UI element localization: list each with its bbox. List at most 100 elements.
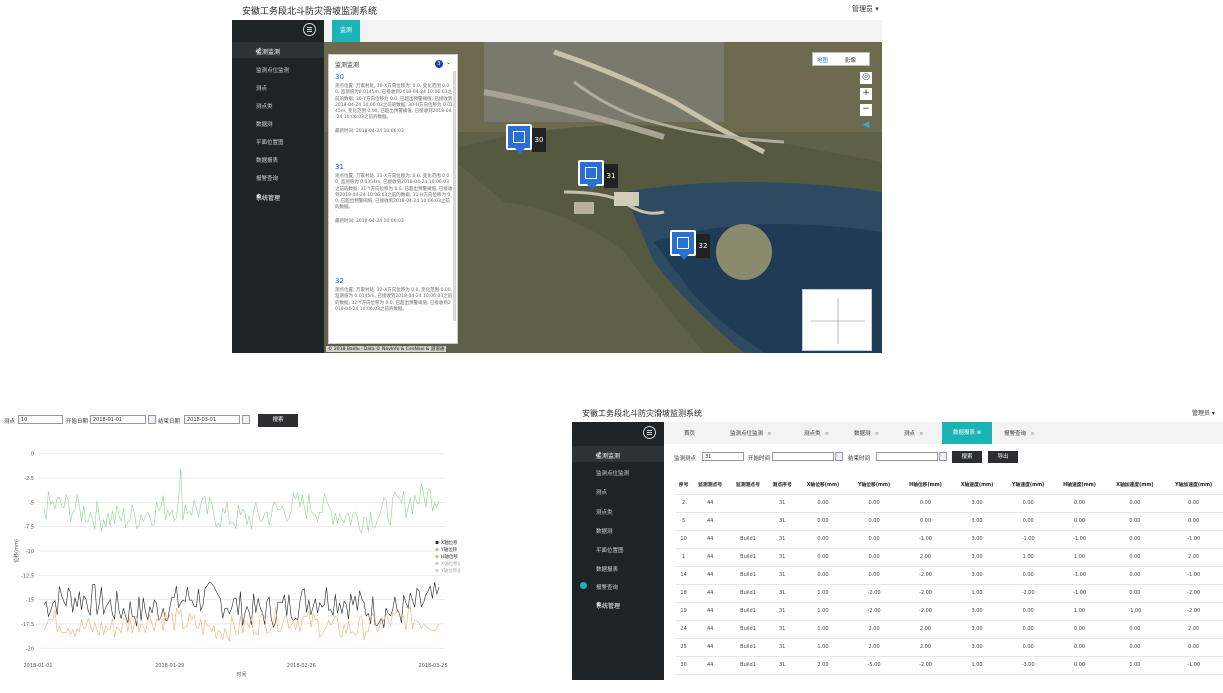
table-row[interactable]: 18 44 Build1 31 1.00 -2.00 -2.00 1.00 -2.00 -1.00… (676, 584, 1223, 603)
calendar-icon[interactable] (939, 452, 947, 461)
sidebar-item-points[interactable]: 测点 (596, 490, 608, 496)
table-row[interactable]: 19 44 Build1 31 1.00 -2.00 -2.00 3.00 0.00 1.00 -1… (676, 602, 1223, 621)
sidebar-item-alarms[interactable]: 报警查询 (256, 176, 279, 182)
report-filter-bar: 监测测点 31 开始时间 结束时间 搜索 导出 (664, 446, 1223, 466)
tab-monitor[interactable]: 监测 (332, 20, 360, 42)
speaker-icon[interactable]: ◀ (862, 120, 870, 130)
table-row[interactable]: 14 44 Build1 31 0.00 0.00 -2.00 3.00 0.00 -1.00 0.… (676, 566, 1223, 585)
user-menu[interactable]: 管理员 ▾ (852, 5, 879, 13)
sidebar-item-points[interactable]: 测点 (256, 86, 268, 92)
table-cell: Build1 (729, 602, 767, 621)
tab-data[interactable]: 数据测 × (854, 431, 880, 437)
report-table: 序号 监测测点号 监测测点号 测点序号 X轴位移(mm) Y轴位移(mm) H轴位移(mm)… (676, 476, 1223, 675)
chevron-down-icon[interactable]: ⌄ (445, 59, 451, 66)
point-label: 测点 (4, 419, 16, 425)
globe-icon[interactable]: ◎ (860, 72, 872, 84)
close-icon: × (824, 431, 830, 437)
table-cell: 14 (676, 566, 692, 585)
popup-section-31: 31 测点位置: 万家村处, 31-X方向位移为: 0.0, 变化范围 0.00… (335, 163, 453, 224)
monitor-point-marker-32[interactable] (670, 230, 696, 260)
menu-toggle-icon[interactable] (643, 426, 656, 439)
column-header: X轴加速度(mm) (1105, 476, 1165, 495)
sidebar-item-plan-view[interactable]: 平面位置图 (256, 140, 284, 146)
zoom-out-icon[interactable]: − (860, 104, 872, 116)
table-cell: 1.00 (1053, 548, 1106, 567)
monitor-point-marker-30[interactable] (506, 124, 532, 154)
search-button[interactable]: 搜索 (952, 451, 982, 463)
legend-marker (435, 547, 439, 552)
table-cell: 0.00 (1002, 512, 1054, 531)
point-select[interactable]: 31 (702, 452, 744, 461)
chevron-right-icon: › (596, 601, 599, 608)
column-header: X轴位移(mm) (797, 476, 849, 495)
legend-marker (435, 561, 439, 566)
table-row[interactable]: 25 44 Build1 31 1.00 2.00 2.00 3.00 0.00 0.00 0.00… (676, 638, 1223, 657)
monitor-point-marker-31[interactable] (578, 160, 604, 190)
search-button[interactable]: 搜索 (258, 414, 298, 427)
table-cell: 0.00 (1053, 512, 1106, 531)
end-date-input[interactable]: 2018-03-01 (184, 415, 240, 424)
sidebar-group-system[interactable]: ⚙ 系统管理 › (232, 188, 324, 204)
sidebar-item-point-types[interactable]: 测点类 (256, 104, 273, 110)
sidebar-item-point-monitoring[interactable]: 监测点位监测 (256, 68, 290, 74)
calendar-icon[interactable] (242, 415, 250, 424)
tab-point-types[interactable]: 测点类 × (804, 431, 830, 437)
sidebar-group-monitoring[interactable]: ⤢ 监测监测 ⌄ (232, 42, 324, 58)
expand-icon: ⤢ (596, 451, 601, 458)
sidebar-group-system[interactable]: ⚙ 系统管理 › (572, 596, 664, 612)
sidebar-item-alarms[interactable]: 报警查询 (596, 585, 619, 591)
sidebar-item-point-monitoring[interactable]: 监测点位监测 (596, 471, 630, 477)
tab-alarms[interactable]: 报警查询 × (1004, 431, 1035, 437)
calendar-icon[interactable] (148, 415, 156, 424)
table-cell: -1.00 (1164, 656, 1223, 675)
table-cell: -3.00 (1002, 656, 1054, 675)
sidebar-item-point-types[interactable]: 测点类 (596, 510, 613, 516)
table-row[interactable]: 30 44 Build1 31 2.00 -5.00 -2.00 1.00 -3.00 0.00 1… (676, 656, 1223, 675)
user-menu[interactable]: 管理员 ▾ (1192, 410, 1215, 417)
tab-home[interactable]: 首页 (684, 431, 696, 437)
y-tick-label: -10 (26, 549, 34, 555)
sidebar-item-reports[interactable]: 数据报表 (596, 567, 619, 573)
table-cell: 0.00 (1164, 512, 1223, 531)
sidebar-group-monitoring[interactable]: ⤢ 监测监测 ⌄ (572, 446, 664, 462)
tab-reports[interactable]: 数据报表 ⊗ (942, 422, 992, 444)
column-header: Y轴位移(mm) (848, 476, 900, 495)
table-cell: 0.00 (848, 548, 900, 567)
table-cell: -1.00 (1053, 530, 1106, 549)
table-row[interactable]: 24 44 Build1 31 1.00 2.00 2.00 3.00 0.00 0.00 0.00… (676, 620, 1223, 639)
table-row[interactable]: 1 44 Build1 31 0.00 0.00 2.00 3.00 1.00 1.00 0.00 2… (676, 548, 1223, 567)
start-date-input[interactable]: 2018-01-01 (90, 415, 146, 424)
table-cell: 1.00 (797, 584, 849, 603)
point-select[interactable]: 10 (18, 415, 63, 424)
table-cell: 10 (676, 530, 692, 549)
tab-point-monitoring[interactable]: 监测点位监测 × (730, 431, 772, 437)
map-type-map-button[interactable]: 地图 (817, 58, 829, 64)
sidebar-item-reports[interactable]: 数据报表 (256, 158, 279, 164)
satellite-map[interactable]: 30 31 32 监测监测 3 ⌄ 30 测点位置: 万家村处, 30-X方向位… (324, 42, 882, 353)
table-cell: 0.00 (1002, 620, 1054, 639)
popup-scrollbar[interactable] (453, 71, 456, 321)
start-time-input[interactable] (772, 452, 834, 461)
end-time-input[interactable] (876, 452, 938, 461)
export-button[interactable]: 导出 (988, 451, 1018, 463)
zoom-in-icon[interactable]: + (860, 88, 872, 100)
table-cell: -2.00 (899, 602, 952, 621)
sidebar-item-data[interactable]: 数据测 (596, 529, 613, 535)
table-cell: 2.00 (848, 620, 900, 639)
tab-points[interactable]: 测点 × (904, 431, 924, 437)
table-cell: 44 (691, 620, 730, 639)
x-axis-label: 时间 (236, 671, 246, 678)
map-type-satellite-button[interactable]: 影像 (845, 58, 857, 64)
table-row[interactable]: 5 44 31 0.00 0.00 0.00 3.00 0.00 0.00 0.00 0.00 (676, 512, 1223, 531)
y-tick-label: -15 (26, 598, 34, 604)
table-row[interactable]: 2 44 31 0.00 0.00 0.00 3.00 0.00 0.00 0.00 0.00 (676, 494, 1223, 513)
overview-minimap[interactable] (802, 289, 872, 351)
table-cell: 3.00 (951, 602, 1003, 621)
table-cell: 0.00 (797, 548, 849, 567)
sidebar-item-plan-view[interactable]: 平面位置图 (596, 548, 624, 554)
menu-toggle-icon[interactable] (303, 23, 316, 36)
calendar-icon[interactable] (835, 452, 843, 461)
sidebar-item-data[interactable]: 数据测 (256, 122, 273, 128)
table-row[interactable]: 10 44 Build1 31 0.00 0.00 -1.00 3.00 -1.00 -1.00 0… (676, 530, 1223, 549)
table-cell: 3.00 (951, 638, 1003, 657)
